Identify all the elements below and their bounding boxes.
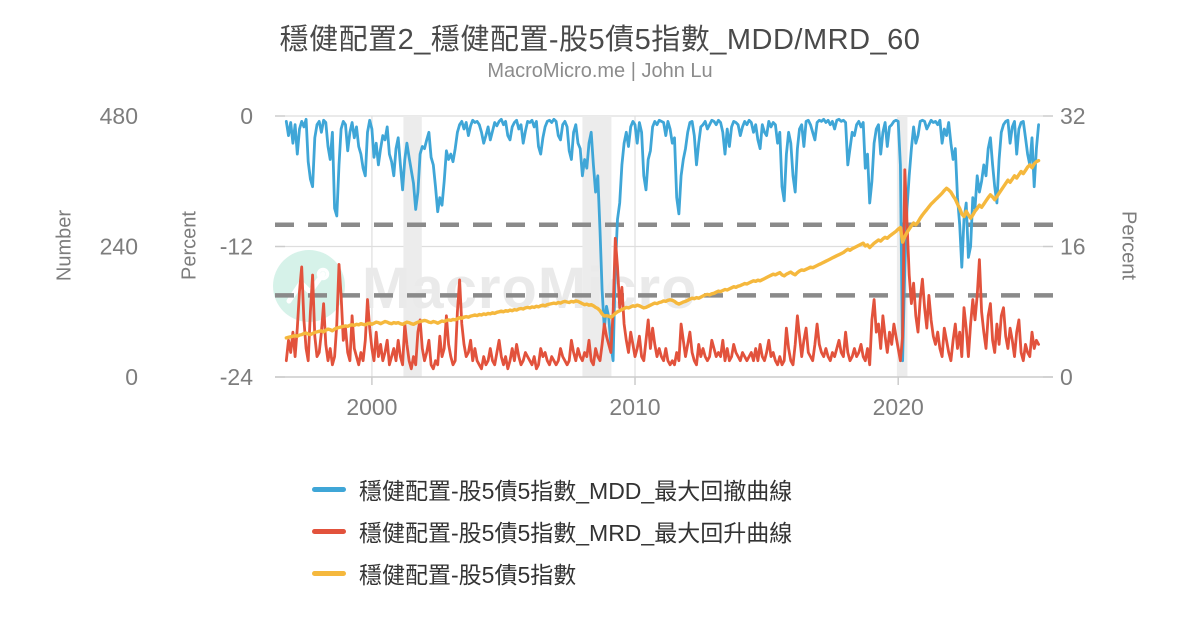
axis-title-number: Number	[53, 209, 76, 282]
x-tick-label: 2010	[609, 394, 660, 420]
y-tick-label-left_inner: 0	[240, 103, 253, 129]
series-line-1	[284, 168, 1040, 371]
axis-title-percent-left: Percent	[178, 211, 201, 280]
legend-swatch-mdd	[312, 486, 346, 492]
axis-title-percent-right: Percent	[1117, 211, 1140, 280]
y-tick-label-left_outer: 480	[100, 103, 138, 129]
legend-label-mdd: 穩健配置-股5債5指數_MDD_最大回撤曲線	[359, 478, 793, 504]
watermark-text: MacroMicro	[362, 256, 698, 321]
macromicro-line-chart-icon	[286, 271, 326, 304]
series-line-2	[284, 158, 1041, 340]
legend: 穩健配置-股5債5指數_MDD_最大回撤曲線 穩健配置-股5債5指數_MRD_最…	[312, 468, 792, 594]
legend-item-mrd[interactable]: 穩健配置-股5債5指數_MRD_最大回升曲線	[312, 510, 792, 552]
macromicro-logo-dot-icon	[316, 267, 330, 281]
legend-item-index[interactable]: 穩健配置-股5債5指數	[312, 552, 792, 594]
chart-title: 穩健配置2_穩健配置-股5債5指數_MDD/MRD_60	[279, 24, 921, 56]
legend-label-mrd: 穩健配置-股5債5指數_MRD_最大回升曲線	[359, 520, 793, 546]
y-tick-label-left_inner: -24	[220, 364, 253, 390]
watermark-logo-circle	[273, 250, 345, 322]
legend-item-mdd[interactable]: 穩健配置-股5債5指數_MDD_最大回撤曲線	[312, 468, 792, 510]
y-tick-label-right: 0	[1060, 364, 1073, 390]
legend-label-index: 穩健配置-股5債5指數	[359, 562, 577, 588]
series-line-0	[284, 117, 1040, 363]
y-tick-label-left_outer: 0	[125, 364, 138, 390]
y-tick-label-right: 32	[1060, 103, 1086, 129]
x-tick-label: 2000	[346, 394, 397, 420]
y-tick-label-right: 16	[1060, 234, 1086, 260]
y-tick-label-left_inner: -12	[220, 234, 253, 260]
plot-canvas: 2000 2010 2020 MacroMicro 480 240 0 0 -12 -24 32 16…	[100, 103, 1086, 420]
legend-swatch-mrd	[312, 528, 346, 534]
x-tick-label: 2020	[873, 394, 924, 420]
y-tick-label-left_outer: 240	[100, 234, 138, 260]
chart-subtitle: MacroMicro.me | John Lu	[487, 60, 713, 82]
legend-swatch-index	[312, 570, 346, 576]
